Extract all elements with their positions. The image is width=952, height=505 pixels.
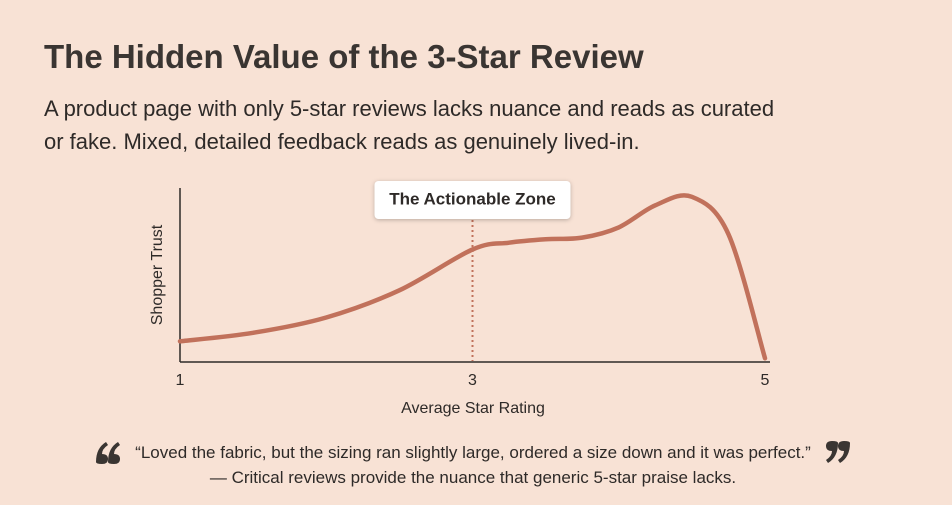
- annotation-box: The Actionable Zone: [374, 181, 571, 219]
- quote-marks: [96, 441, 850, 464]
- annotation-bg: [374, 181, 571, 219]
- x-tick-label: 1: [176, 372, 185, 389]
- open-quote: [96, 442, 120, 464]
- annotation-label: The Actionable Zone: [389, 189, 556, 208]
- x-tick-label: 3: [468, 372, 477, 389]
- title: The Hidden Value of the 3-Star Review: [44, 38, 644, 75]
- x-axis-label: Average Star Rating: [401, 400, 545, 417]
- quote: “Loved the fabric, but the sizing ran sl…: [135, 443, 811, 487]
- x-tick-label: 5: [761, 372, 770, 389]
- close-quote: [826, 441, 850, 463]
- subtitle: A product page with only 5-star reviews …: [44, 96, 775, 154]
- trust-curve: [177, 193, 768, 361]
- y-axis-label: Shopper Trust: [149, 224, 166, 325]
